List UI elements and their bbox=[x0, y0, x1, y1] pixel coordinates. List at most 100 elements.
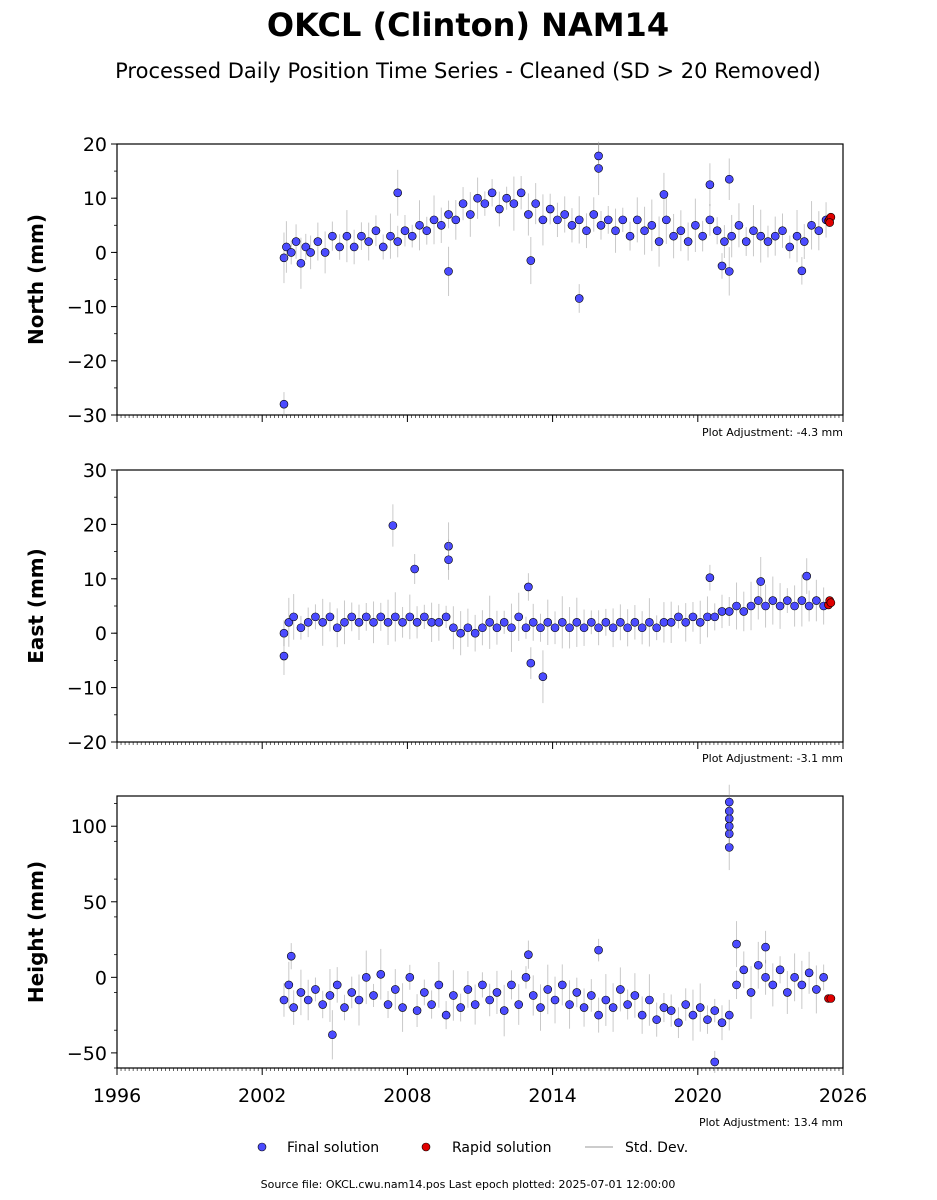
final-solution-point bbox=[804, 968, 814, 978]
final-solution-point bbox=[371, 226, 381, 236]
final-solution-point bbox=[531, 199, 540, 208]
final-solution-point bbox=[405, 612, 415, 622]
final-solution-point bbox=[456, 1003, 465, 1012]
final-solution-point bbox=[485, 995, 494, 1005]
final-solution-point bbox=[763, 237, 773, 246]
final-solution-point bbox=[478, 623, 487, 633]
final-solution-point bbox=[279, 995, 289, 1005]
final-solution-point bbox=[524, 950, 533, 959]
final-solution-point bbox=[354, 618, 364, 627]
final-solution-point bbox=[724, 1010, 734, 1020]
final-solution-point bbox=[369, 991, 378, 1000]
legend-rapid-label: Rapid solution bbox=[452, 1140, 552, 1156]
final-solution-point bbox=[695, 618, 705, 627]
final-solution-point bbox=[487, 188, 497, 198]
final-solution-point bbox=[444, 267, 453, 276]
final-solution-point bbox=[301, 242, 311, 252]
final-solution-point bbox=[376, 970, 386, 979]
final-solution-point bbox=[349, 242, 359, 252]
final-solution-point bbox=[792, 231, 802, 241]
final-solution-point bbox=[521, 623, 531, 633]
final-solution-point bbox=[410, 564, 419, 574]
x-tick-label: 2014 bbox=[528, 1085, 576, 1107]
final-solution-point bbox=[383, 1000, 393, 1009]
final-solution-point bbox=[797, 980, 807, 990]
final-solution-point bbox=[361, 612, 371, 622]
final-solution-point bbox=[332, 623, 342, 633]
final-solution-point bbox=[320, 248, 330, 257]
final-solution-point bbox=[770, 231, 780, 241]
final-solution-point bbox=[775, 601, 785, 611]
final-solution-point bbox=[724, 267, 734, 276]
final-solution-point bbox=[645, 618, 654, 627]
final-solution-point bbox=[449, 991, 458, 1000]
final-solution-point bbox=[386, 231, 395, 241]
final-solution-point bbox=[325, 612, 335, 622]
final-solution-point bbox=[630, 618, 640, 627]
final-solution-point bbox=[335, 242, 344, 252]
panel-north: 20 10 0 −10 −20 −30 North (mm) Plot Adjustment:… bbox=[24, 134, 844, 439]
final-solution-point bbox=[705, 180, 715, 189]
final-solution-point bbox=[451, 215, 461, 225]
final-solution-point bbox=[393, 237, 403, 246]
final-solution-point bbox=[550, 623, 560, 633]
final-solution-point bbox=[318, 1000, 328, 1009]
final-solution-point bbox=[710, 1057, 720, 1067]
final-solution-point bbox=[407, 231, 417, 241]
final-solution-point bbox=[526, 658, 536, 668]
final-solution-point bbox=[601, 995, 611, 1005]
final-solution-point bbox=[507, 623, 516, 633]
y-tick-label: 0 bbox=[95, 967, 107, 989]
final-solution-point bbox=[311, 612, 320, 622]
final-solution-point bbox=[790, 973, 799, 982]
final-solution-point bbox=[724, 607, 734, 616]
final-solution-point bbox=[732, 939, 741, 949]
final-solution-point bbox=[654, 237, 664, 246]
chart-subtitle: Processed Daily Position Time Series - C… bbox=[115, 59, 821, 83]
final-solution-point bbox=[567, 221, 577, 230]
final-solution-point bbox=[495, 204, 504, 214]
final-solution-point bbox=[797, 266, 807, 276]
final-solution-point bbox=[289, 612, 298, 622]
final-solution-point bbox=[420, 988, 429, 997]
final-solution-point bbox=[538, 215, 548, 225]
final-solution-point bbox=[420, 612, 429, 622]
final-solution-point bbox=[587, 991, 596, 1000]
final-solution-point bbox=[688, 1010, 698, 1020]
final-solution-point bbox=[449, 623, 458, 633]
final-solution-point bbox=[608, 623, 618, 633]
final-solution-point bbox=[688, 612, 698, 622]
y-tick-label: −20 bbox=[67, 351, 107, 373]
final-solution-point bbox=[582, 226, 591, 236]
final-solution-point bbox=[347, 988, 357, 997]
final-solution-point bbox=[630, 991, 640, 1000]
final-solution-point bbox=[659, 618, 669, 627]
final-solution-point bbox=[676, 226, 686, 236]
final-solution-point bbox=[746, 988, 756, 997]
final-solution-point bbox=[632, 215, 642, 225]
final-solution-point bbox=[710, 1006, 720, 1015]
final-solution-point bbox=[652, 623, 661, 633]
final-solution-point bbox=[499, 1006, 509, 1015]
y-tick-label: −30 bbox=[67, 405, 107, 427]
legend-rapid-marker bbox=[421, 1142, 431, 1152]
final-solution-point bbox=[376, 612, 386, 622]
final-solution-point bbox=[574, 215, 584, 225]
final-solution-point bbox=[603, 215, 613, 225]
final-solution-point bbox=[703, 612, 712, 622]
final-solution-point bbox=[669, 231, 678, 241]
final-solution-point bbox=[378, 242, 388, 252]
final-solution-point bbox=[279, 628, 289, 638]
final-solution-point bbox=[741, 237, 751, 246]
final-solution-point bbox=[313, 237, 323, 246]
final-solution-point bbox=[354, 995, 364, 1005]
y-tick-label: 10 bbox=[83, 569, 107, 591]
final-solution-point bbox=[466, 210, 475, 219]
final-solution-point bbox=[756, 577, 766, 586]
final-solution-point bbox=[499, 618, 509, 627]
final-solution-point bbox=[357, 231, 366, 241]
final-solution-point bbox=[753, 960, 763, 970]
final-solution-point bbox=[768, 980, 778, 990]
final-solution-point bbox=[516, 188, 526, 198]
final-solution-point bbox=[390, 612, 400, 622]
